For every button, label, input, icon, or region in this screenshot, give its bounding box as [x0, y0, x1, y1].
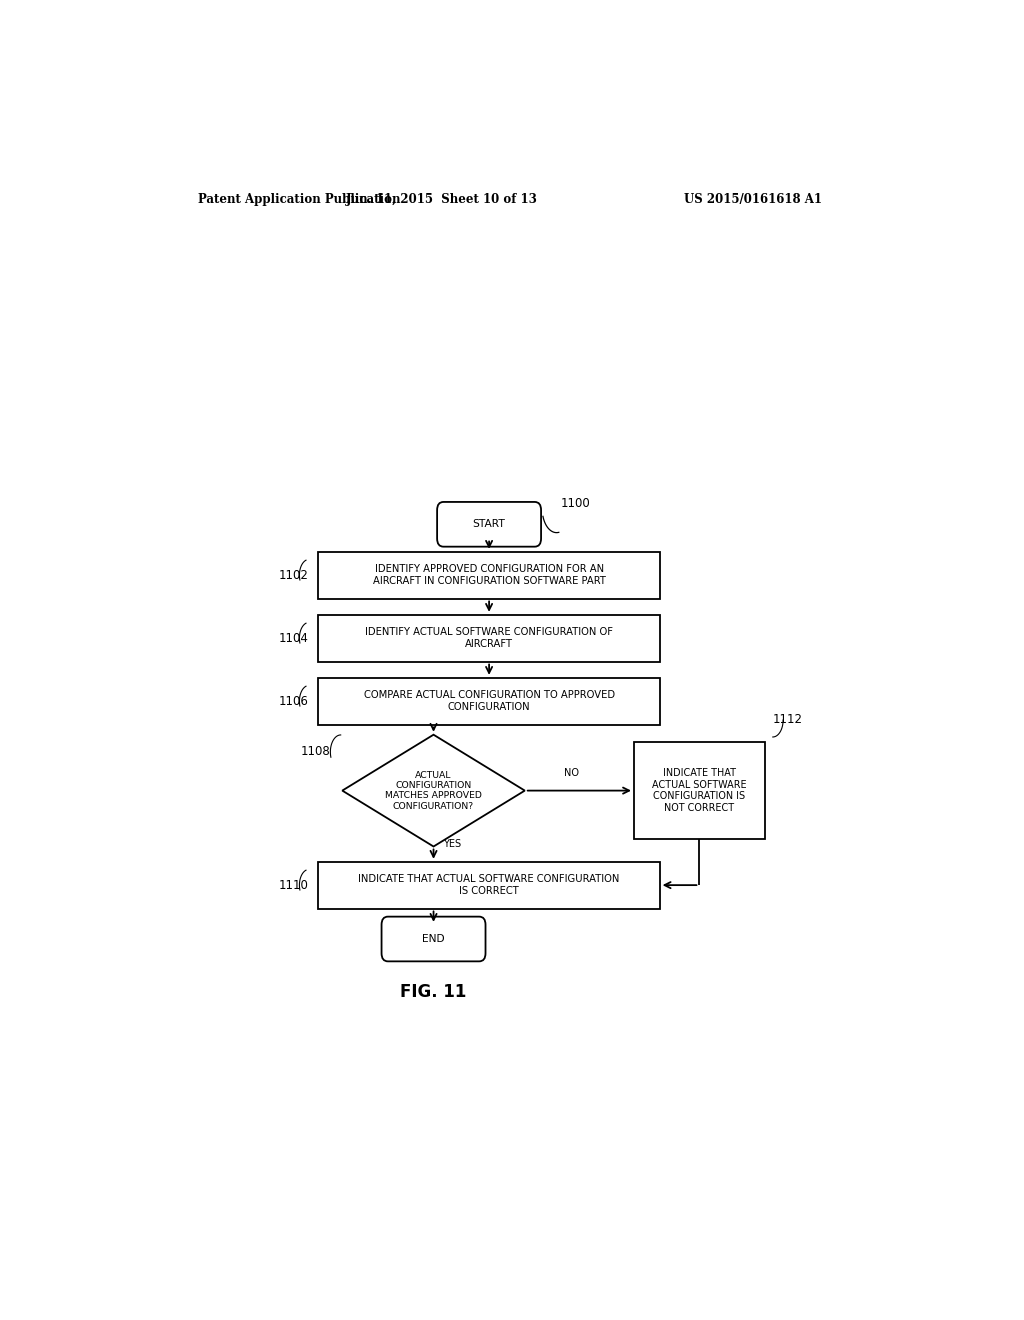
Text: 1108: 1108: [301, 746, 331, 759]
Bar: [318, 552, 659, 598]
Bar: [634, 742, 765, 840]
Text: Jun. 11, 2015  Sheet 10 of 13: Jun. 11, 2015 Sheet 10 of 13: [345, 193, 538, 206]
Text: IDENTIFY APPROVED CONFIGURATION FOR AN
AIRCRAFT IN CONFIGURATION SOFTWARE PART: IDENTIFY APPROVED CONFIGURATION FOR AN A…: [373, 565, 605, 586]
Bar: [318, 862, 659, 908]
Text: NO: NO: [564, 768, 579, 779]
Text: YES: YES: [443, 840, 461, 849]
Text: ACTUAL
CONFIGURATION
MATCHES APPROVED
CONFIGURATION?: ACTUAL CONFIGURATION MATCHES APPROVED CO…: [385, 771, 482, 810]
Text: START: START: [473, 519, 506, 529]
Text: FIG. 11: FIG. 11: [400, 983, 467, 1001]
Text: INDICATE THAT ACTUAL SOFTWARE CONFIGURATION
IS CORRECT: INDICATE THAT ACTUAL SOFTWARE CONFIGURAT…: [358, 874, 620, 896]
Text: 1100: 1100: [560, 498, 590, 511]
Text: Patent Application Publication: Patent Application Publication: [198, 193, 400, 206]
Bar: [318, 677, 659, 725]
Text: IDENTIFY ACTUAL SOFTWARE CONFIGURATION OF
AIRCRAFT: IDENTIFY ACTUAL SOFTWARE CONFIGURATION O…: [366, 627, 613, 649]
Text: 1112: 1112: [773, 714, 803, 726]
Text: COMPARE ACTUAL CONFIGURATION TO APPROVED
CONFIGURATION: COMPARE ACTUAL CONFIGURATION TO APPROVED…: [364, 690, 614, 711]
Text: 1104: 1104: [280, 632, 309, 644]
Text: INDICATE THAT
ACTUAL SOFTWARE
CONFIGURATION IS
NOT CORRECT: INDICATE THAT ACTUAL SOFTWARE CONFIGURAT…: [652, 768, 746, 813]
Polygon shape: [342, 735, 524, 846]
Text: END: END: [422, 935, 444, 944]
Text: 1106: 1106: [280, 694, 309, 708]
Text: US 2015/0161618 A1: US 2015/0161618 A1: [684, 193, 821, 206]
FancyBboxPatch shape: [382, 916, 485, 961]
Bar: [318, 615, 659, 661]
Text: 1102: 1102: [280, 569, 309, 582]
FancyBboxPatch shape: [437, 502, 541, 546]
Text: 1110: 1110: [280, 879, 309, 891]
